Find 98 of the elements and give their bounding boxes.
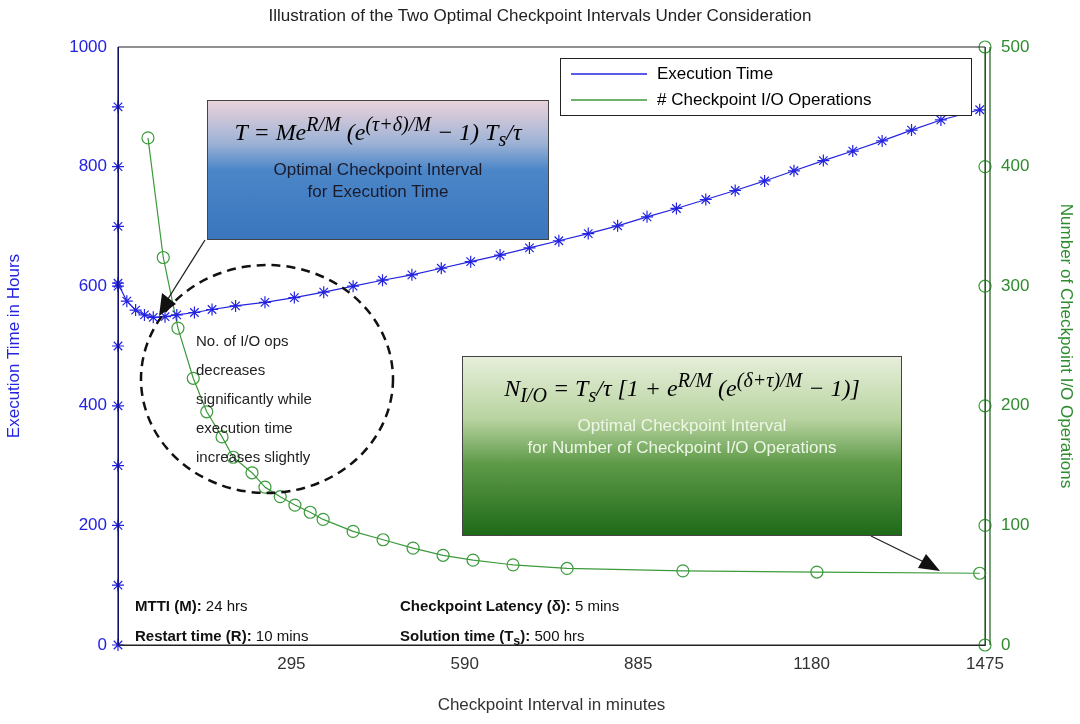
point bbox=[120, 294, 134, 308]
point bbox=[581, 226, 595, 241]
y2-tick-label: 400 bbox=[1001, 156, 1030, 176]
point bbox=[141, 131, 155, 145]
point bbox=[436, 548, 450, 562]
point bbox=[111, 339, 125, 353]
point bbox=[757, 174, 772, 188]
x-tick-label: 295 bbox=[277, 653, 306, 673]
point bbox=[978, 518, 992, 532]
point bbox=[111, 459, 125, 473]
x-tick-label: 885 bbox=[624, 653, 653, 673]
point bbox=[205, 302, 219, 317]
point bbox=[346, 279, 360, 293]
annotation: MTTI (M): 24 hrs bbox=[135, 597, 248, 614]
point bbox=[810, 565, 824, 579]
point bbox=[273, 490, 287, 504]
point bbox=[111, 638, 125, 652]
y-tick-label: 800 bbox=[78, 156, 107, 176]
annotation: T = Me$^{R/M}$ (e$^{(τ+δ)/M}$ − 1) T$_{s}$/τ bbox=[233, 113, 524, 151]
point bbox=[156, 250, 170, 265]
point bbox=[875, 134, 889, 148]
point bbox=[158, 310, 172, 324]
point bbox=[171, 321, 185, 335]
point bbox=[288, 498, 302, 512]
point bbox=[111, 399, 125, 413]
point bbox=[111, 219, 125, 233]
point bbox=[904, 123, 919, 137]
point bbox=[146, 310, 160, 324]
point bbox=[978, 638, 992, 652]
point bbox=[405, 268, 419, 282]
point bbox=[111, 100, 125, 114]
annotation: Checkpoint Latency (δ): 5 mins bbox=[400, 597, 620, 614]
y2-tick-label: 200 bbox=[1001, 395, 1030, 415]
y-tick-label: 0 bbox=[97, 634, 107, 654]
point bbox=[245, 466, 259, 480]
point bbox=[846, 144, 860, 158]
point bbox=[466, 553, 480, 567]
point bbox=[317, 285, 331, 299]
point bbox=[978, 160, 992, 174]
point bbox=[316, 512, 330, 527]
point bbox=[978, 279, 992, 293]
x-tick-label: 1475 bbox=[966, 653, 1004, 673]
legend-label: # Checkpoint I/O Operations bbox=[657, 90, 872, 110]
point bbox=[973, 103, 987, 117]
point bbox=[669, 201, 684, 216]
annotation: Solution time (T$_{s}$): 500 hrs bbox=[400, 627, 585, 648]
point bbox=[303, 505, 317, 519]
chart-title: Illustration of the Two Optimal Checkpoint Intervals Under Consideration bbox=[267, 6, 813, 26]
y-tick-label: 600 bbox=[78, 275, 107, 295]
point bbox=[111, 160, 125, 174]
y2-tick-label: 300 bbox=[1001, 275, 1030, 295]
point bbox=[111, 518, 125, 532]
y-tick-label: 200 bbox=[78, 515, 107, 535]
point bbox=[375, 273, 390, 287]
point bbox=[699, 192, 713, 207]
point bbox=[376, 533, 390, 547]
point bbox=[728, 183, 742, 198]
point bbox=[434, 261, 448, 275]
annotation: Optimal Checkpoint Interval for Number of Checkpoint I/O Operations bbox=[526, 414, 838, 459]
point bbox=[129, 303, 143, 317]
formula-box: T = Me$^{R/M}$ (e$^{(τ+δ)/M}$ − 1) T$_{s}$/τ Optimal Checkpoint Interval for Execution Time bbox=[207, 100, 549, 240]
point bbox=[676, 564, 690, 578]
point bbox=[552, 234, 566, 248]
annotation: Restart time (R): 10 mins bbox=[135, 627, 309, 644]
point bbox=[187, 305, 202, 320]
point bbox=[522, 241, 537, 255]
point bbox=[228, 299, 243, 313]
annotation: Optimal Checkpoint Interval for Execution Time bbox=[272, 158, 484, 203]
point bbox=[560, 561, 574, 576]
point bbox=[464, 255, 478, 269]
point bbox=[978, 399, 992, 413]
point bbox=[346, 524, 360, 538]
x-tick-label: 1180 bbox=[793, 653, 830, 673]
point bbox=[493, 248, 507, 262]
y2-axis-title: Number of Checkpoint I/O Operations bbox=[1057, 203, 1077, 489]
formula-box: N$_{I/O}$ = T$_{s}$/τ [1 + e$^{R/M}$ (e$^{(δ+τ)/M}$ − 1)] Optimal Checkpoint Interval for Number of Checkpoint I/O Operations bbox=[462, 356, 902, 536]
x-tick-label: 590 bbox=[450, 653, 479, 673]
point bbox=[287, 290, 301, 305]
point bbox=[816, 154, 830, 168]
point bbox=[611, 219, 625, 233]
y-tick-label: 1000 bbox=[69, 36, 107, 56]
x-axis-title: Checkpoint Interval in minutes bbox=[437, 695, 666, 715]
point bbox=[258, 295, 272, 309]
point bbox=[787, 164, 801, 178]
y2-tick-label: 500 bbox=[1001, 36, 1030, 56]
y2-tick-label: 0 bbox=[1001, 634, 1011, 654]
point bbox=[170, 308, 184, 322]
legend-label: Execution Time bbox=[657, 64, 774, 84]
point bbox=[137, 308, 152, 322]
point bbox=[978, 40, 992, 54]
point bbox=[406, 541, 420, 555]
y-tick-label: 400 bbox=[78, 395, 107, 415]
point bbox=[258, 480, 272, 494]
point bbox=[111, 578, 125, 592]
y-axis-title: Execution Time in Hours bbox=[3, 253, 23, 439]
y2-tick-label: 100 bbox=[1001, 515, 1030, 535]
point bbox=[640, 210, 654, 224]
point bbox=[506, 558, 520, 572]
